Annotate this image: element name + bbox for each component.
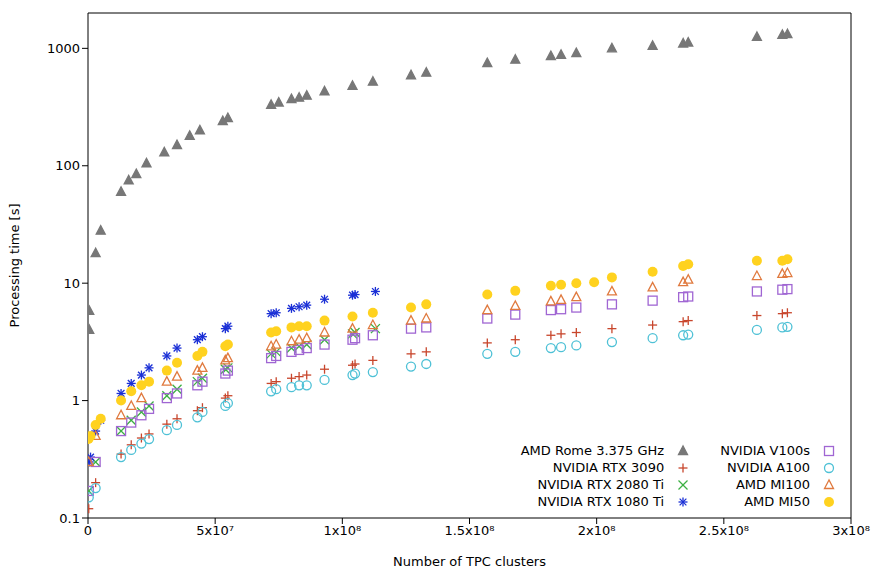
- svg-text:Processing time [s]: Processing time [s]: [7, 204, 22, 328]
- svg-text:0: 0: [84, 523, 92, 538]
- html-text:AMD MI50: AMD MI50: [744, 494, 810, 509]
- svg-text:0.1: 0.1: [59, 511, 80, 526]
- html-text:NVIDIA RTX 3090: NVIDIA RTX 3090: [552, 460, 665, 475]
- html-text:NVIDIA V100s: NVIDIA V100s: [720, 443, 810, 458]
- html-text:NVIDIA A100: NVIDIA A100: [727, 460, 810, 475]
- svg-text:1000: 1000: [47, 41, 80, 56]
- svg-text:100: 100: [55, 158, 80, 173]
- svg-text:1.5x10⁸: 1.5x10⁸: [444, 523, 494, 538]
- svg-text:10: 10: [63, 276, 80, 291]
- svg-text:2.5x10⁸: 2.5x10⁸: [699, 523, 749, 538]
- html-text:AMD MI100: AMD MI100: [735, 477, 810, 492]
- svg-text:5x10⁷: 5x10⁷: [196, 523, 234, 538]
- svg-text:3x10⁸: 3x10⁸: [832, 523, 870, 538]
- html-text:NVIDIA RTX 1080 Ti: NVIDIA RTX 1080 Ti: [537, 494, 665, 509]
- svg-text:1x10⁸: 1x10⁸: [323, 523, 361, 538]
- svg-text:1: 1: [72, 393, 80, 408]
- svg-text:2x10⁸: 2x10⁸: [578, 523, 616, 538]
- svg-text:Number of TPC clusters: Number of TPC clusters: [393, 554, 546, 569]
- html-text:NVIDIA RTX 2080 Ti: NVIDIA RTX 2080 Ti: [537, 477, 665, 492]
- html-text:AMD Rome 3.375 GHz: AMD Rome 3.375 GHz: [520, 443, 665, 458]
